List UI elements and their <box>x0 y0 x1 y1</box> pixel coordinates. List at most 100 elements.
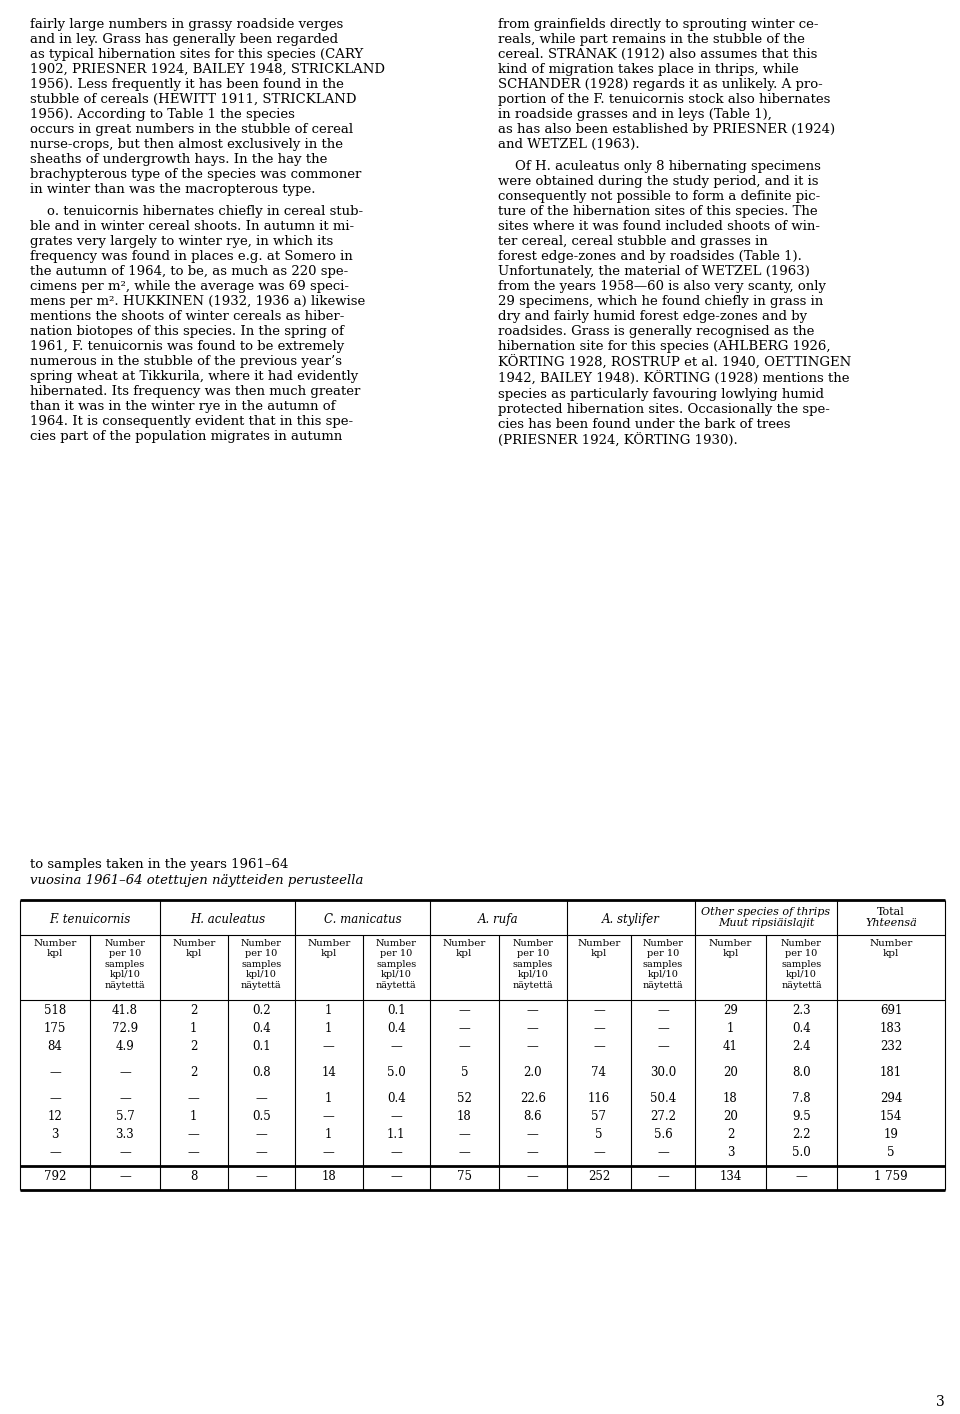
Text: —: — <box>527 1022 539 1035</box>
Text: Yhteensä: Yhteensä <box>865 918 917 928</box>
Text: —: — <box>49 1145 60 1159</box>
Text: 5: 5 <box>461 1066 468 1079</box>
Text: Muut ripsiäislajit: Muut ripsiäislajit <box>718 918 814 928</box>
Text: —: — <box>188 1145 200 1159</box>
Text: —: — <box>658 1022 669 1035</box>
Text: —: — <box>49 1066 60 1079</box>
Text: vuosina 1961–64 otettujen näytteiden perusteella: vuosina 1961–64 otettujen näytteiden per… <box>30 874 364 887</box>
Text: 20: 20 <box>723 1110 738 1123</box>
Text: 4.9: 4.9 <box>115 1041 134 1053</box>
Text: Number
kpl: Number kpl <box>870 939 913 959</box>
Text: 1: 1 <box>325 1022 332 1035</box>
Text: 0.8: 0.8 <box>252 1066 271 1079</box>
Text: 74: 74 <box>591 1066 607 1079</box>
Text: 5.0: 5.0 <box>387 1066 406 1079</box>
Text: Number
per 10
samples
kpl/10
näytettä: Number per 10 samples kpl/10 näytettä <box>375 939 417 990</box>
Text: —: — <box>119 1145 131 1159</box>
Text: 3: 3 <box>727 1145 734 1159</box>
Text: 1: 1 <box>727 1022 734 1035</box>
Text: 691: 691 <box>879 1004 902 1017</box>
Text: 0.4: 0.4 <box>252 1022 271 1035</box>
Text: 8.0: 8.0 <box>792 1066 811 1079</box>
Text: —: — <box>119 1092 131 1104</box>
Text: 134: 134 <box>719 1169 742 1184</box>
Text: 3.3: 3.3 <box>115 1128 134 1141</box>
Text: Number
per 10
samples
kpl/10
näytettä: Number per 10 samples kpl/10 näytettä <box>642 939 684 990</box>
Text: 8.6: 8.6 <box>523 1110 542 1123</box>
Text: fairly large numbers in grassy roadside verges
and in ley. Grass has generally b: fairly large numbers in grassy roadside … <box>30 18 385 197</box>
Text: 2.0: 2.0 <box>523 1066 542 1079</box>
Text: 2.2: 2.2 <box>792 1128 811 1141</box>
Text: —: — <box>527 1145 539 1159</box>
Text: 0.5: 0.5 <box>252 1110 271 1123</box>
Text: 57: 57 <box>591 1110 607 1123</box>
Text: —: — <box>527 1128 539 1141</box>
Text: C. manicatus: C. manicatus <box>324 913 401 926</box>
Text: —: — <box>391 1169 402 1184</box>
Text: 29: 29 <box>723 1004 738 1017</box>
Text: —: — <box>188 1128 200 1141</box>
Text: A. stylifer: A. stylifer <box>602 913 660 926</box>
Text: 154: 154 <box>879 1110 902 1123</box>
Text: 2: 2 <box>727 1128 734 1141</box>
Text: —: — <box>255 1169 267 1184</box>
Text: Number
kpl: Number kpl <box>172 939 215 959</box>
Text: Number
kpl: Number kpl <box>577 939 621 959</box>
Text: Number
per 10
samples
kpl/10
näytettä: Number per 10 samples kpl/10 näytettä <box>781 939 822 990</box>
Text: 294: 294 <box>879 1092 902 1104</box>
Text: —: — <box>458 1145 470 1159</box>
Text: 2.4: 2.4 <box>792 1041 811 1053</box>
Text: 2: 2 <box>190 1004 198 1017</box>
Text: 19: 19 <box>883 1128 899 1141</box>
Text: 3: 3 <box>936 1396 945 1408</box>
Text: 1: 1 <box>190 1110 198 1123</box>
Text: 1.1: 1.1 <box>387 1128 405 1141</box>
Text: —: — <box>391 1145 402 1159</box>
Text: —: — <box>458 1004 470 1017</box>
Text: —: — <box>188 1092 200 1104</box>
Text: —: — <box>527 1004 539 1017</box>
Text: 20: 20 <box>723 1066 738 1079</box>
Text: —: — <box>593 1004 605 1017</box>
Text: H. aculeatus: H. aculeatus <box>190 913 265 926</box>
Text: —: — <box>658 1004 669 1017</box>
Text: Number
per 10
samples
kpl/10
näytettä: Number per 10 samples kpl/10 näytettä <box>105 939 145 990</box>
Text: Other species of thrips: Other species of thrips <box>702 906 830 918</box>
Text: 5.6: 5.6 <box>654 1128 672 1141</box>
Text: 183: 183 <box>880 1022 902 1035</box>
Text: —: — <box>391 1041 402 1053</box>
Text: —: — <box>323 1145 335 1159</box>
Text: 84: 84 <box>48 1041 62 1053</box>
Text: 252: 252 <box>588 1169 611 1184</box>
Text: 0.4: 0.4 <box>792 1022 811 1035</box>
Text: Number
kpl: Number kpl <box>708 939 753 959</box>
Text: —: — <box>527 1041 539 1053</box>
Text: —: — <box>593 1145 605 1159</box>
Text: —: — <box>527 1169 539 1184</box>
Text: 41: 41 <box>723 1041 738 1053</box>
Text: 2: 2 <box>190 1066 198 1079</box>
Text: Of H. aculeatus only 8 hibernating specimens
were obtained during the study peri: Of H. aculeatus only 8 hibernating speci… <box>498 160 852 447</box>
Text: 5: 5 <box>595 1128 603 1141</box>
Text: —: — <box>796 1169 807 1184</box>
Text: 0.4: 0.4 <box>387 1022 406 1035</box>
Text: 41.8: 41.8 <box>112 1004 138 1017</box>
Text: 116: 116 <box>588 1092 611 1104</box>
Text: 72.9: 72.9 <box>112 1022 138 1035</box>
Text: —: — <box>119 1066 131 1079</box>
Text: 0.1: 0.1 <box>387 1004 405 1017</box>
Text: —: — <box>255 1128 267 1141</box>
Text: 22.6: 22.6 <box>519 1092 545 1104</box>
Text: 8: 8 <box>190 1169 198 1184</box>
Text: 5: 5 <box>887 1145 895 1159</box>
Text: 14: 14 <box>322 1066 336 1079</box>
Text: —: — <box>658 1041 669 1053</box>
Text: 50.4: 50.4 <box>650 1092 676 1104</box>
Text: —: — <box>458 1022 470 1035</box>
Text: 18: 18 <box>723 1092 738 1104</box>
Text: Number
per 10
samples
kpl/10
näytettä: Number per 10 samples kpl/10 näytettä <box>241 939 281 990</box>
Text: —: — <box>323 1110 335 1123</box>
Text: 0.1: 0.1 <box>252 1041 271 1053</box>
Text: 2: 2 <box>190 1041 198 1053</box>
Text: —: — <box>391 1110 402 1123</box>
